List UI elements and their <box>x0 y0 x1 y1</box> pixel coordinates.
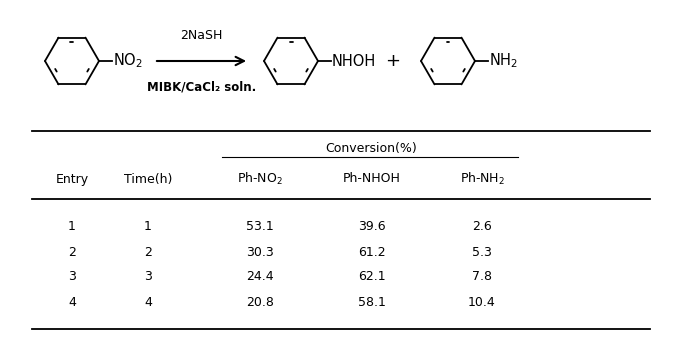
Text: 7.8: 7.8 <box>472 271 492 283</box>
Text: 4: 4 <box>144 296 152 308</box>
Text: Ph-NHOH: Ph-NHOH <box>343 173 401 185</box>
Text: 2: 2 <box>68 245 76 259</box>
Text: 2NaSH: 2NaSH <box>180 29 223 42</box>
Text: 3: 3 <box>144 271 152 283</box>
Text: NHOH: NHOH <box>332 54 376 68</box>
Text: 39.6: 39.6 <box>358 220 386 234</box>
Text: Conversion(%): Conversion(%) <box>325 142 417 155</box>
Text: NO$_2$: NO$_2$ <box>113 52 143 71</box>
Text: NH$_2$: NH$_2$ <box>489 52 518 71</box>
Text: Entry: Entry <box>55 173 89 185</box>
Text: +: + <box>385 52 400 70</box>
Text: Time(h): Time(h) <box>124 173 172 185</box>
Text: 62.1: 62.1 <box>358 271 386 283</box>
Text: 1: 1 <box>68 220 76 234</box>
Text: 58.1: 58.1 <box>358 296 386 308</box>
Text: 2: 2 <box>144 245 152 259</box>
Text: MIBK/CaCl₂ soln.: MIBK/CaCl₂ soln. <box>147 80 256 93</box>
Text: Ph-NO$_2$: Ph-NO$_2$ <box>237 171 283 187</box>
Text: 61.2: 61.2 <box>358 245 386 259</box>
Text: 20.8: 20.8 <box>246 296 274 308</box>
Text: Ph-NH$_2$: Ph-NH$_2$ <box>460 171 505 187</box>
Text: 30.3: 30.3 <box>246 245 274 259</box>
Text: 24.4: 24.4 <box>246 271 273 283</box>
Text: 4: 4 <box>68 296 76 308</box>
Text: 53.1: 53.1 <box>246 220 274 234</box>
Text: 3: 3 <box>68 271 76 283</box>
Text: 5.3: 5.3 <box>472 245 492 259</box>
Text: 10.4: 10.4 <box>468 296 496 308</box>
Text: 1: 1 <box>144 220 152 234</box>
Text: 2.6: 2.6 <box>472 220 492 234</box>
